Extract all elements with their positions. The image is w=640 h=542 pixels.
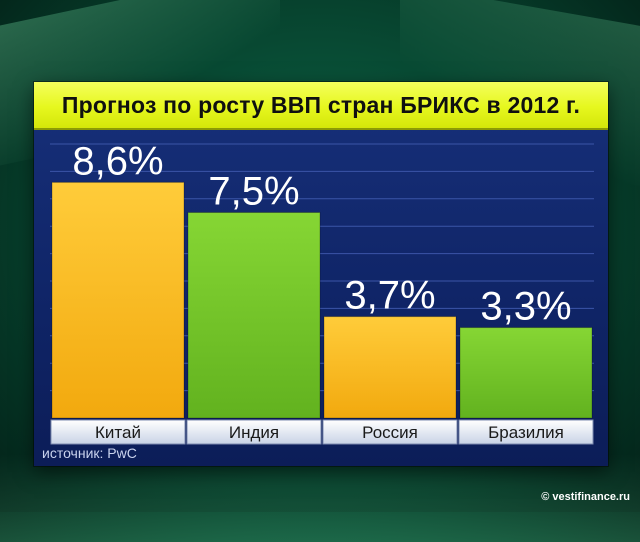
category-label: Россия: [362, 423, 418, 442]
category-label: Китай: [95, 423, 141, 442]
category-label: Бразилия: [488, 423, 564, 442]
bar-value-label: 8,6%: [72, 139, 163, 183]
bar: [51, 181, 185, 419]
category-label-box: [186, 419, 322, 445]
chart-panel: 8,6% Китай 7,5% Индия 3,7% Россия 3,3% Бразилия…: [34, 82, 608, 466]
bar: [323, 316, 457, 419]
watermark: © vestifinance.ru: [541, 491, 630, 503]
bar: [187, 212, 321, 419]
category-label-box: [458, 419, 594, 445]
bar: [459, 327, 593, 419]
bar-value-label: 3,3%: [480, 285, 571, 329]
category-label-box: [322, 419, 458, 445]
bar-value-label: 3,7%: [344, 274, 435, 318]
bar-value-label: 7,5%: [208, 170, 299, 214]
chart-title-bar: Прогноз по росту ВВП стран БРИКС в 2012 …: [34, 82, 608, 130]
chart-title: Прогноз по росту ВВП стран БРИКС в 2012 …: [61, 91, 581, 118]
category-label-box: [50, 419, 186, 445]
chart-svg: 8,6% Китай 7,5% Индия 3,7% Россия 3,3% Бразилия: [50, 139, 594, 445]
category-label: Индия: [229, 423, 279, 442]
source-note: источник: PwC: [42, 445, 137, 461]
